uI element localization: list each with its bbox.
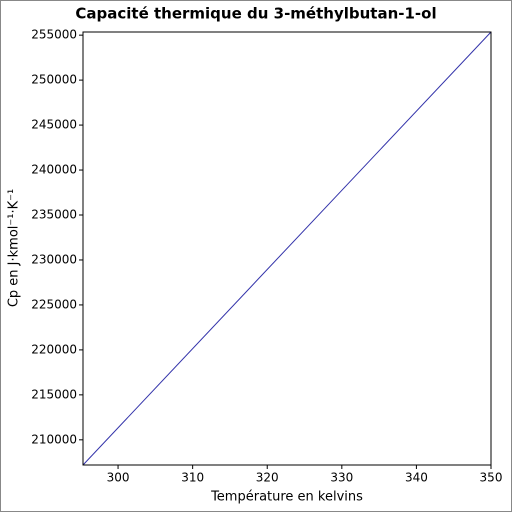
- chart-title: Capacité thermique du 3-méthylbutan-1-ol: [75, 5, 436, 23]
- x-tick-label: 330: [330, 471, 353, 485]
- x-axis-label: Température en kelvins: [210, 490, 363, 505]
- x-tick-label: 350: [480, 471, 503, 485]
- y-axis-label: Cp en J·kmol⁻¹·K⁻¹: [7, 189, 22, 307]
- x-tick-label: 300: [107, 471, 130, 485]
- plot-frame: [82, 31, 492, 466]
- y-tick-label: 220000: [31, 342, 77, 356]
- y-tick-label: 230000: [31, 252, 77, 266]
- x-tick-label: 310: [181, 471, 204, 485]
- y-tick-label: 210000: [31, 432, 77, 446]
- y-tick-label: 225000: [31, 297, 77, 311]
- x-tick-label: 320: [256, 471, 279, 485]
- y-tick-label: 255000: [31, 28, 77, 42]
- x-tick-label: 340: [405, 471, 428, 485]
- y-tick-label: 215000: [31, 387, 77, 401]
- y-tick-label: 235000: [31, 208, 77, 222]
- line-series: [82, 31, 492, 466]
- y-tick-label: 250000: [31, 73, 77, 87]
- y-tick-label: 245000: [31, 118, 77, 132]
- y-tick-label: 240000: [31, 163, 77, 177]
